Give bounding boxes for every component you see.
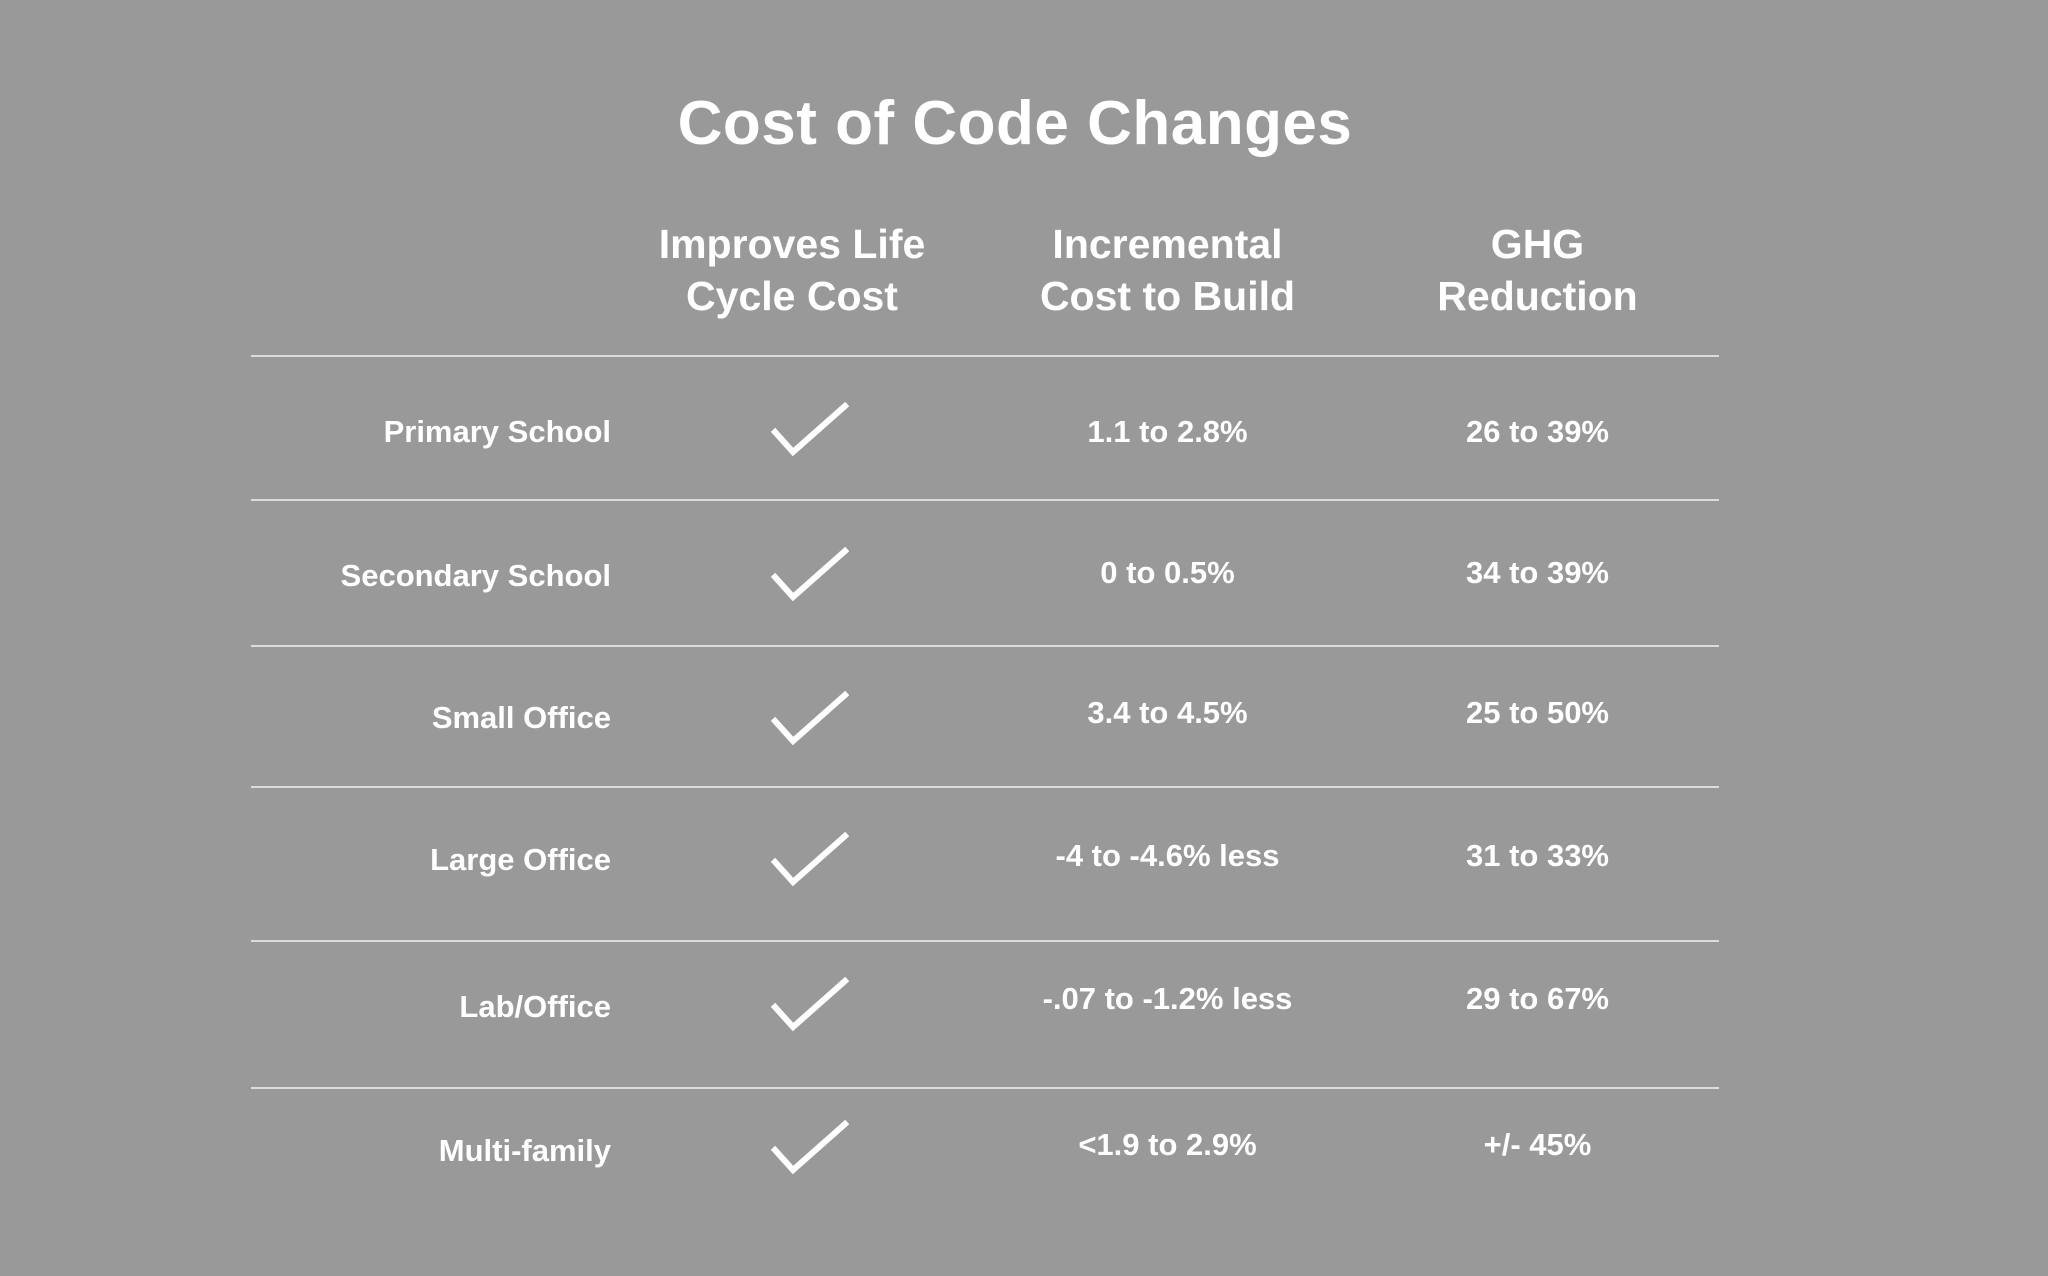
ghg-reduction-value: 25 to 50% (1465, 695, 1609, 730)
check-icon (771, 1120, 849, 1175)
row-label: Lab/Office (459, 989, 611, 1024)
row-label: Primary School (383, 414, 611, 449)
incremental-cost-value: 3.4 to 4.5% (1087, 695, 1248, 730)
ghg-reduction-value: 26 to 39% (1465, 414, 1609, 449)
check-icon (771, 977, 849, 1032)
table-row: Lab/Office -.07 to -1.2% less 29 to 67% (251, 977, 1719, 1037)
check-icon (771, 691, 849, 746)
table-row: Multi-family <1.9 to 2.9% +/- 45% (251, 1120, 1719, 1180)
table-divider (251, 499, 1719, 501)
table-row: Primary School 1.1 to 2.8% 26 to 39% (251, 402, 1719, 462)
column-header-line: Cost to Build (1039, 273, 1296, 319)
page-title: Cost of Code Changes (677, 89, 1353, 158)
table-row: Secondary School 0 to 0.5% 34 to 39% (251, 547, 1719, 607)
column-header-line: Improves Life (658, 221, 926, 267)
incremental-cost-value: -4 to -4.6% less (1055, 838, 1280, 873)
column-header-line: GHG (1490, 221, 1585, 267)
column-header-ghg-reduction: GHG Reduction (1370, 218, 1705, 322)
table-divider (251, 940, 1719, 942)
column-header-line: Cycle Cost (686, 273, 898, 319)
incremental-cost-value: -.07 to -1.2% less (1042, 981, 1293, 1016)
row-label: Small Office (431, 700, 611, 735)
table-divider (251, 355, 1719, 357)
check-icon (771, 547, 849, 602)
row-label: Secondary School (340, 558, 611, 593)
ghg-reduction-value: 34 to 39% (1465, 555, 1609, 590)
column-header-life-cycle-cost: Improves Life Cycle Cost (622, 218, 962, 322)
ghg-reduction-value: 29 to 67% (1465, 981, 1609, 1016)
table-divider (251, 645, 1719, 647)
table-divider (251, 786, 1719, 788)
ghg-reduction-value: +/- 45% (1483, 1127, 1592, 1162)
incremental-cost-value: 1.1 to 2.8% (1087, 414, 1248, 449)
row-label: Multi-family (438, 1133, 611, 1168)
table-row: Small Office 3.4 to 4.5% 25 to 50% (251, 691, 1719, 751)
table-row: Large Office -4 to -4.6% less 31 to 33% (251, 832, 1719, 892)
check-icon (771, 832, 849, 887)
column-header-line: Incremental (1052, 221, 1283, 267)
check-icon (771, 402, 849, 457)
column-header-line: Reduction (1437, 273, 1638, 319)
incremental-cost-value: 0 to 0.5% (1100, 555, 1235, 590)
table-divider (251, 1087, 1719, 1089)
row-label: Large Office (430, 842, 611, 877)
ghg-reduction-value: 31 to 33% (1465, 838, 1609, 873)
column-header-incremental-cost: Incremental Cost to Build (1000, 218, 1335, 322)
incremental-cost-value: <1.9 to 2.9% (1078, 1127, 1257, 1162)
